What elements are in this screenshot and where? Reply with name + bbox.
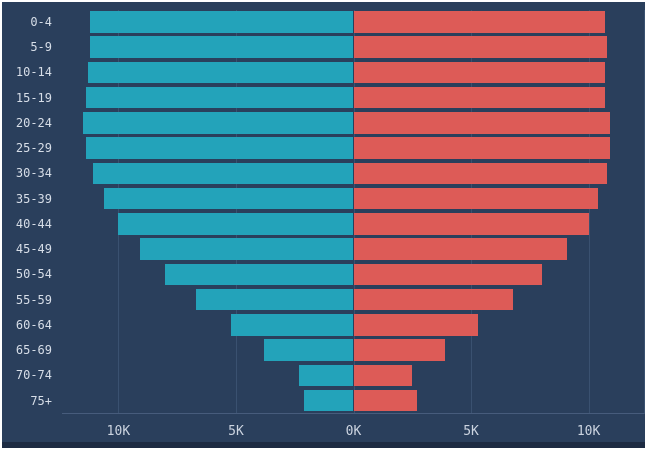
y-tick-label: 20-24 xyxy=(15,115,52,130)
bar-right-75+[interactable] xyxy=(353,389,417,412)
y-tick-label: 10-14 xyxy=(15,65,52,80)
bar-left-65-69[interactable] xyxy=(264,339,354,361)
y-tick-label: 5-9 xyxy=(30,40,52,54)
y-tick-label: 55-59 xyxy=(15,292,52,307)
gridline xyxy=(353,10,355,413)
bar-right-40-44[interactable] xyxy=(353,213,589,235)
bar-left-5-9[interactable] xyxy=(90,36,354,58)
bar-right-5-9[interactable] xyxy=(353,36,608,58)
x-tick-label: 0K xyxy=(345,424,362,439)
bar-right-35-39[interactable] xyxy=(353,187,598,210)
bar-left-70-74[interactable] xyxy=(299,364,354,386)
bar-right-25-29[interactable] xyxy=(353,137,610,159)
bar-right-60-64[interactable] xyxy=(353,314,479,336)
gridline xyxy=(118,10,120,413)
bar-left-0-4[interactable] xyxy=(90,11,354,33)
bar-left-25-29[interactable] xyxy=(85,137,354,159)
x-tick-label: 10K xyxy=(576,424,601,439)
bar-right-55-59[interactable] xyxy=(353,288,514,311)
bar-left-50-54[interactable] xyxy=(165,263,354,285)
gridline xyxy=(588,10,590,413)
y-tick-label: 40-44 xyxy=(15,216,52,231)
footer-strip xyxy=(2,442,645,448)
y-tick-label: 0-4 xyxy=(30,14,52,29)
bar-left-15-19[interactable] xyxy=(85,86,354,109)
plot-area xyxy=(62,10,645,414)
y-tick-label: 35-39 xyxy=(15,191,52,206)
bar-left-45-49[interactable] xyxy=(139,238,354,260)
bar-right-70-74[interactable] xyxy=(353,364,413,386)
x-tick-label: 10K xyxy=(106,424,131,439)
bar-right-50-54[interactable] xyxy=(353,263,542,285)
gridline xyxy=(235,10,237,413)
bar-left-60-64[interactable] xyxy=(231,314,354,336)
bar-right-15-19[interactable] xyxy=(353,86,606,109)
bar-right-0-4[interactable] xyxy=(353,11,606,33)
y-tick-label: 70-74 xyxy=(15,368,52,383)
bar-left-55-59[interactable] xyxy=(195,288,354,311)
bar-left-20-24[interactable] xyxy=(83,112,354,134)
y-tick-label: 25-29 xyxy=(15,141,52,155)
y-tick-label: 50-54 xyxy=(15,267,52,282)
y-tick-label: 45-49 xyxy=(15,242,52,256)
bar-left-40-44[interactable] xyxy=(118,213,354,235)
y-tick-label: 65-69 xyxy=(15,343,52,357)
bar-left-75+[interactable] xyxy=(304,389,354,412)
y-tick-label: 30-34 xyxy=(15,166,52,181)
bar-right-10-14[interactable] xyxy=(353,61,606,83)
bar-right-45-49[interactable] xyxy=(353,238,568,260)
bar-right-20-24[interactable] xyxy=(353,112,610,134)
y-tick-label: 75+ xyxy=(30,393,52,408)
bar-left-35-39[interactable] xyxy=(104,187,354,210)
x-tick-label: 5K xyxy=(228,424,244,439)
bar-left-10-14[interactable] xyxy=(87,61,354,83)
bar-left-30-34[interactable] xyxy=(92,162,354,184)
y-tick-label: 15-19 xyxy=(15,90,52,105)
y-tick-label: 60-64 xyxy=(15,317,52,332)
bar-right-30-34[interactable] xyxy=(353,162,608,184)
x-tick-label: 5K xyxy=(463,424,479,439)
bar-right-65-69[interactable] xyxy=(353,339,446,361)
gridline xyxy=(471,10,473,413)
